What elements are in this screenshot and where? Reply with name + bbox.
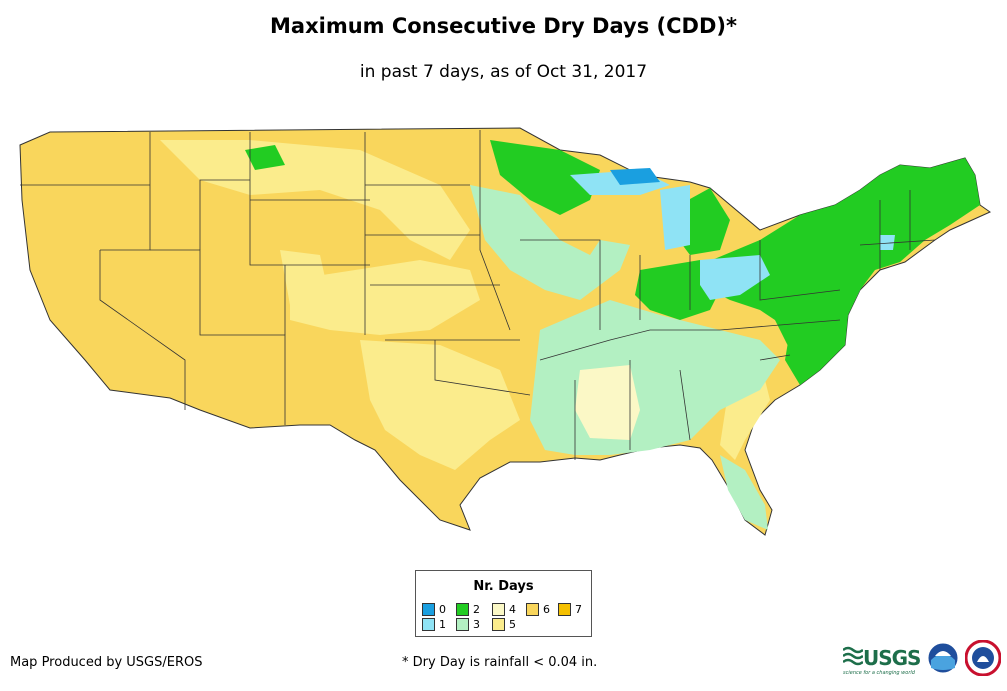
legend-item-1: 1 (422, 618, 446, 631)
swatch-5 (492, 618, 505, 631)
zone-4days-mississippi (575, 365, 640, 440)
zone-2days-wisconsin (490, 140, 600, 215)
dry-day-footnote: * Dry Day is rainfall < 0.04 in. (402, 655, 598, 670)
zone-2days-appalachia (770, 300, 840, 365)
swatch-3 (456, 618, 469, 631)
legend-item-2: 2 (456, 603, 480, 616)
nws-logo-icon (965, 640, 1001, 676)
legend: Nr. Days 0 1 2 3 4 5 6 7 (415, 570, 592, 637)
zone-2days-ohio-valley (635, 260, 720, 320)
swatch-7 (558, 603, 571, 616)
legend-label-2: 2 (473, 603, 480, 616)
zone-0days-lake-superior (610, 168, 660, 185)
zone-2days-montana-patch (245, 145, 285, 170)
swatch-6 (526, 603, 539, 616)
zone-1day-lake-erie (700, 255, 770, 300)
swatch-2 (456, 603, 469, 616)
state-boundaries (20, 130, 936, 460)
legend-label-5: 5 (509, 618, 516, 631)
zone-3days-florida (720, 455, 768, 530)
legend-item-5: 5 (492, 618, 516, 631)
legend-item-0: 0 (422, 603, 446, 616)
usgs-wave-icon (843, 646, 863, 666)
usgs-tagline: science for a changing world (843, 670, 915, 676)
zone-5days-northern-plains (160, 140, 470, 260)
zone-5days-southern-rockies (280, 250, 330, 305)
legend-item-6: 6 (526, 603, 550, 616)
map-title: Maximum Consecutive Dry Days (CDD)* (270, 14, 737, 38)
swatch-1 (422, 618, 435, 631)
legend-label-3: 3 (473, 618, 480, 631)
map-subtitle: in past 7 days, as of Oct 31, 2017 (359, 62, 648, 82)
usgs-logo-text: USGS (863, 646, 921, 670)
us-dry-days-map (19, 127, 992, 536)
zone-1day-new-york (880, 235, 895, 250)
legend-item-4: 4 (492, 603, 516, 616)
swatch-4 (492, 603, 505, 616)
legend-label-7: 7 (575, 603, 582, 616)
zone-5days-texas (360, 340, 520, 470)
legend-label-0: 0 (439, 603, 446, 616)
agency-logos: USGS science for a changing world (843, 640, 1003, 680)
legend-item-3: 3 (456, 618, 480, 631)
legend-label-4: 4 (509, 603, 516, 616)
zone-5days-central-plains (290, 260, 480, 335)
swatch-0 (422, 603, 435, 616)
zone-3days-upper-midwest (470, 185, 630, 300)
zone-1day-lake-michigan (660, 185, 690, 250)
noaa-logo-icon (927, 642, 959, 674)
map-credit: Map Produced by USGS/EROS (10, 655, 203, 670)
legend-title: Nr. Days (473, 579, 534, 594)
legend-label-1: 1 (439, 618, 446, 631)
legend-item-7: 7 (558, 603, 582, 616)
legend-label-6: 6 (543, 603, 550, 616)
